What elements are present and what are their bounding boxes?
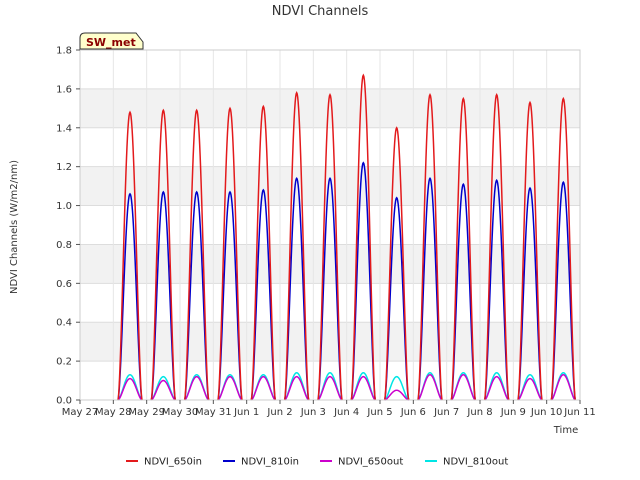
badge-label: SW_met [86, 36, 136, 49]
series-day-curve [517, 377, 543, 401]
series-day-curve [317, 92, 343, 401]
x-axis-title: Time [553, 425, 578, 436]
series-day-curve [517, 100, 543, 401]
x-tick-label: Jun 4 [333, 407, 359, 418]
series-day-curve [284, 375, 310, 401]
series-layer [117, 73, 577, 401]
plot-band [80, 205, 580, 245]
series-day-curve [484, 375, 510, 401]
series-day-curve [150, 190, 177, 401]
series-day-curve [117, 192, 143, 401]
series-day-curve [317, 176, 343, 401]
badge-box [79, 32, 144, 50]
series-day-curve [150, 379, 176, 401]
x-tick-label: Jun 5 [366, 407, 392, 418]
x-tick-label: Jun 8 [466, 407, 492, 418]
x-tick-label: Jun 10 [530, 407, 563, 418]
series-NDVI_810in [117, 161, 577, 401]
x-tick-label: Jun 11 [563, 407, 596, 418]
series-day-curve [250, 375, 276, 401]
plot-band [80, 127, 580, 167]
series-day-curve [483, 92, 510, 401]
series-day-curve [317, 375, 343, 401]
series-day-curve [417, 373, 443, 401]
x-tick-label: May 28 [95, 407, 132, 418]
plot-background [80, 50, 580, 400]
y-tick-label: 0.8 [56, 240, 72, 251]
legend-label: NDVI_650in [144, 457, 202, 468]
series-day-curve [117, 377, 143, 401]
y-tick-label: 0.2 [56, 357, 72, 368]
series-day-curve [417, 92, 443, 401]
plot-frame [79, 49, 581, 401]
x-tick-label: May 29 [128, 407, 165, 418]
series-day-curve [350, 73, 377, 401]
legend-label: NDVI_650out [338, 457, 403, 468]
series-day-curve [483, 178, 510, 401]
series-day-curve [350, 161, 377, 401]
series-day-curve [283, 91, 310, 401]
plot-band [80, 244, 580, 284]
series-day-curve [217, 375, 243, 401]
y-tick-label: 1.4 [56, 123, 72, 134]
series-day-curve [450, 96, 477, 401]
legend: NDVI_650in NDVI_810in NDVI_650out NDVI_810o… [126, 457, 508, 468]
series-day-curve [283, 176, 310, 401]
series-NDVI_650in [117, 73, 577, 401]
plot-band [80, 322, 580, 362]
series-day-curve [384, 389, 409, 401]
series-day-curve [350, 375, 376, 401]
y-tick-label: 1.8 [56, 46, 72, 57]
x-tick-label: Jun 7 [433, 407, 459, 418]
series-day-curve [417, 176, 443, 401]
plot-band [80, 166, 580, 206]
series-day-curve [550, 373, 576, 401]
y-tick-label: 0.4 [56, 318, 72, 329]
y-tick-label: 1.6 [56, 84, 72, 95]
legend-label: NDVI_810out [443, 457, 508, 468]
series-day-curve [517, 186, 543, 401]
y-axis-title: NDVI Channels (W/m2/nm) [9, 160, 20, 294]
sw-met-badge: SW_met [79, 32, 144, 50]
y-tick-label: 1.2 [56, 162, 72, 173]
x-tick-label: Jun 2 [266, 407, 292, 418]
x-tick-label: Jun 3 [300, 407, 326, 418]
series-day-curve [117, 110, 143, 401]
series-day-curve [217, 106, 243, 401]
y-tick-label: 0.0 [56, 396, 72, 407]
x-tick-label: May 27 [62, 407, 99, 418]
y-tick-label: 1.0 [56, 201, 72, 212]
series-NDVI_650out [117, 373, 576, 401]
x-tick-label: Jun 9 [500, 407, 526, 418]
x-tick-label: May 31 [195, 407, 232, 418]
series-day-curve [550, 96, 577, 401]
series-day-curve [184, 375, 210, 401]
y-tick-label: 0.6 [56, 279, 72, 290]
chart-title: NDVI Channels [272, 4, 369, 19]
series-day-curve [150, 108, 177, 401]
series-day-curve [217, 190, 243, 401]
legend-label: NDVI_810in [241, 457, 299, 468]
series-day-curve [183, 190, 210, 401]
series-day-curve [250, 104, 277, 401]
series-day-curve [384, 375, 410, 401]
x-tick-label: Jun 6 [400, 407, 426, 418]
plot-band [80, 283, 580, 323]
x-tick-label: May 30 [162, 407, 199, 418]
series-day-curve [383, 126, 410, 401]
series-day-curve [250, 188, 277, 401]
y-axis-ticks: 0.0 0.2 0.4 0.6 0.8 1.0 1.2 1.4 1.6 1.8 [56, 46, 80, 407]
x-tick-label: Jun 1 [233, 407, 259, 418]
series-day-curve [550, 180, 577, 401]
series-day-curve [450, 373, 476, 401]
plot-band [80, 50, 580, 89]
series-day-curve [450, 182, 477, 401]
series-day-curve [183, 108, 210, 401]
